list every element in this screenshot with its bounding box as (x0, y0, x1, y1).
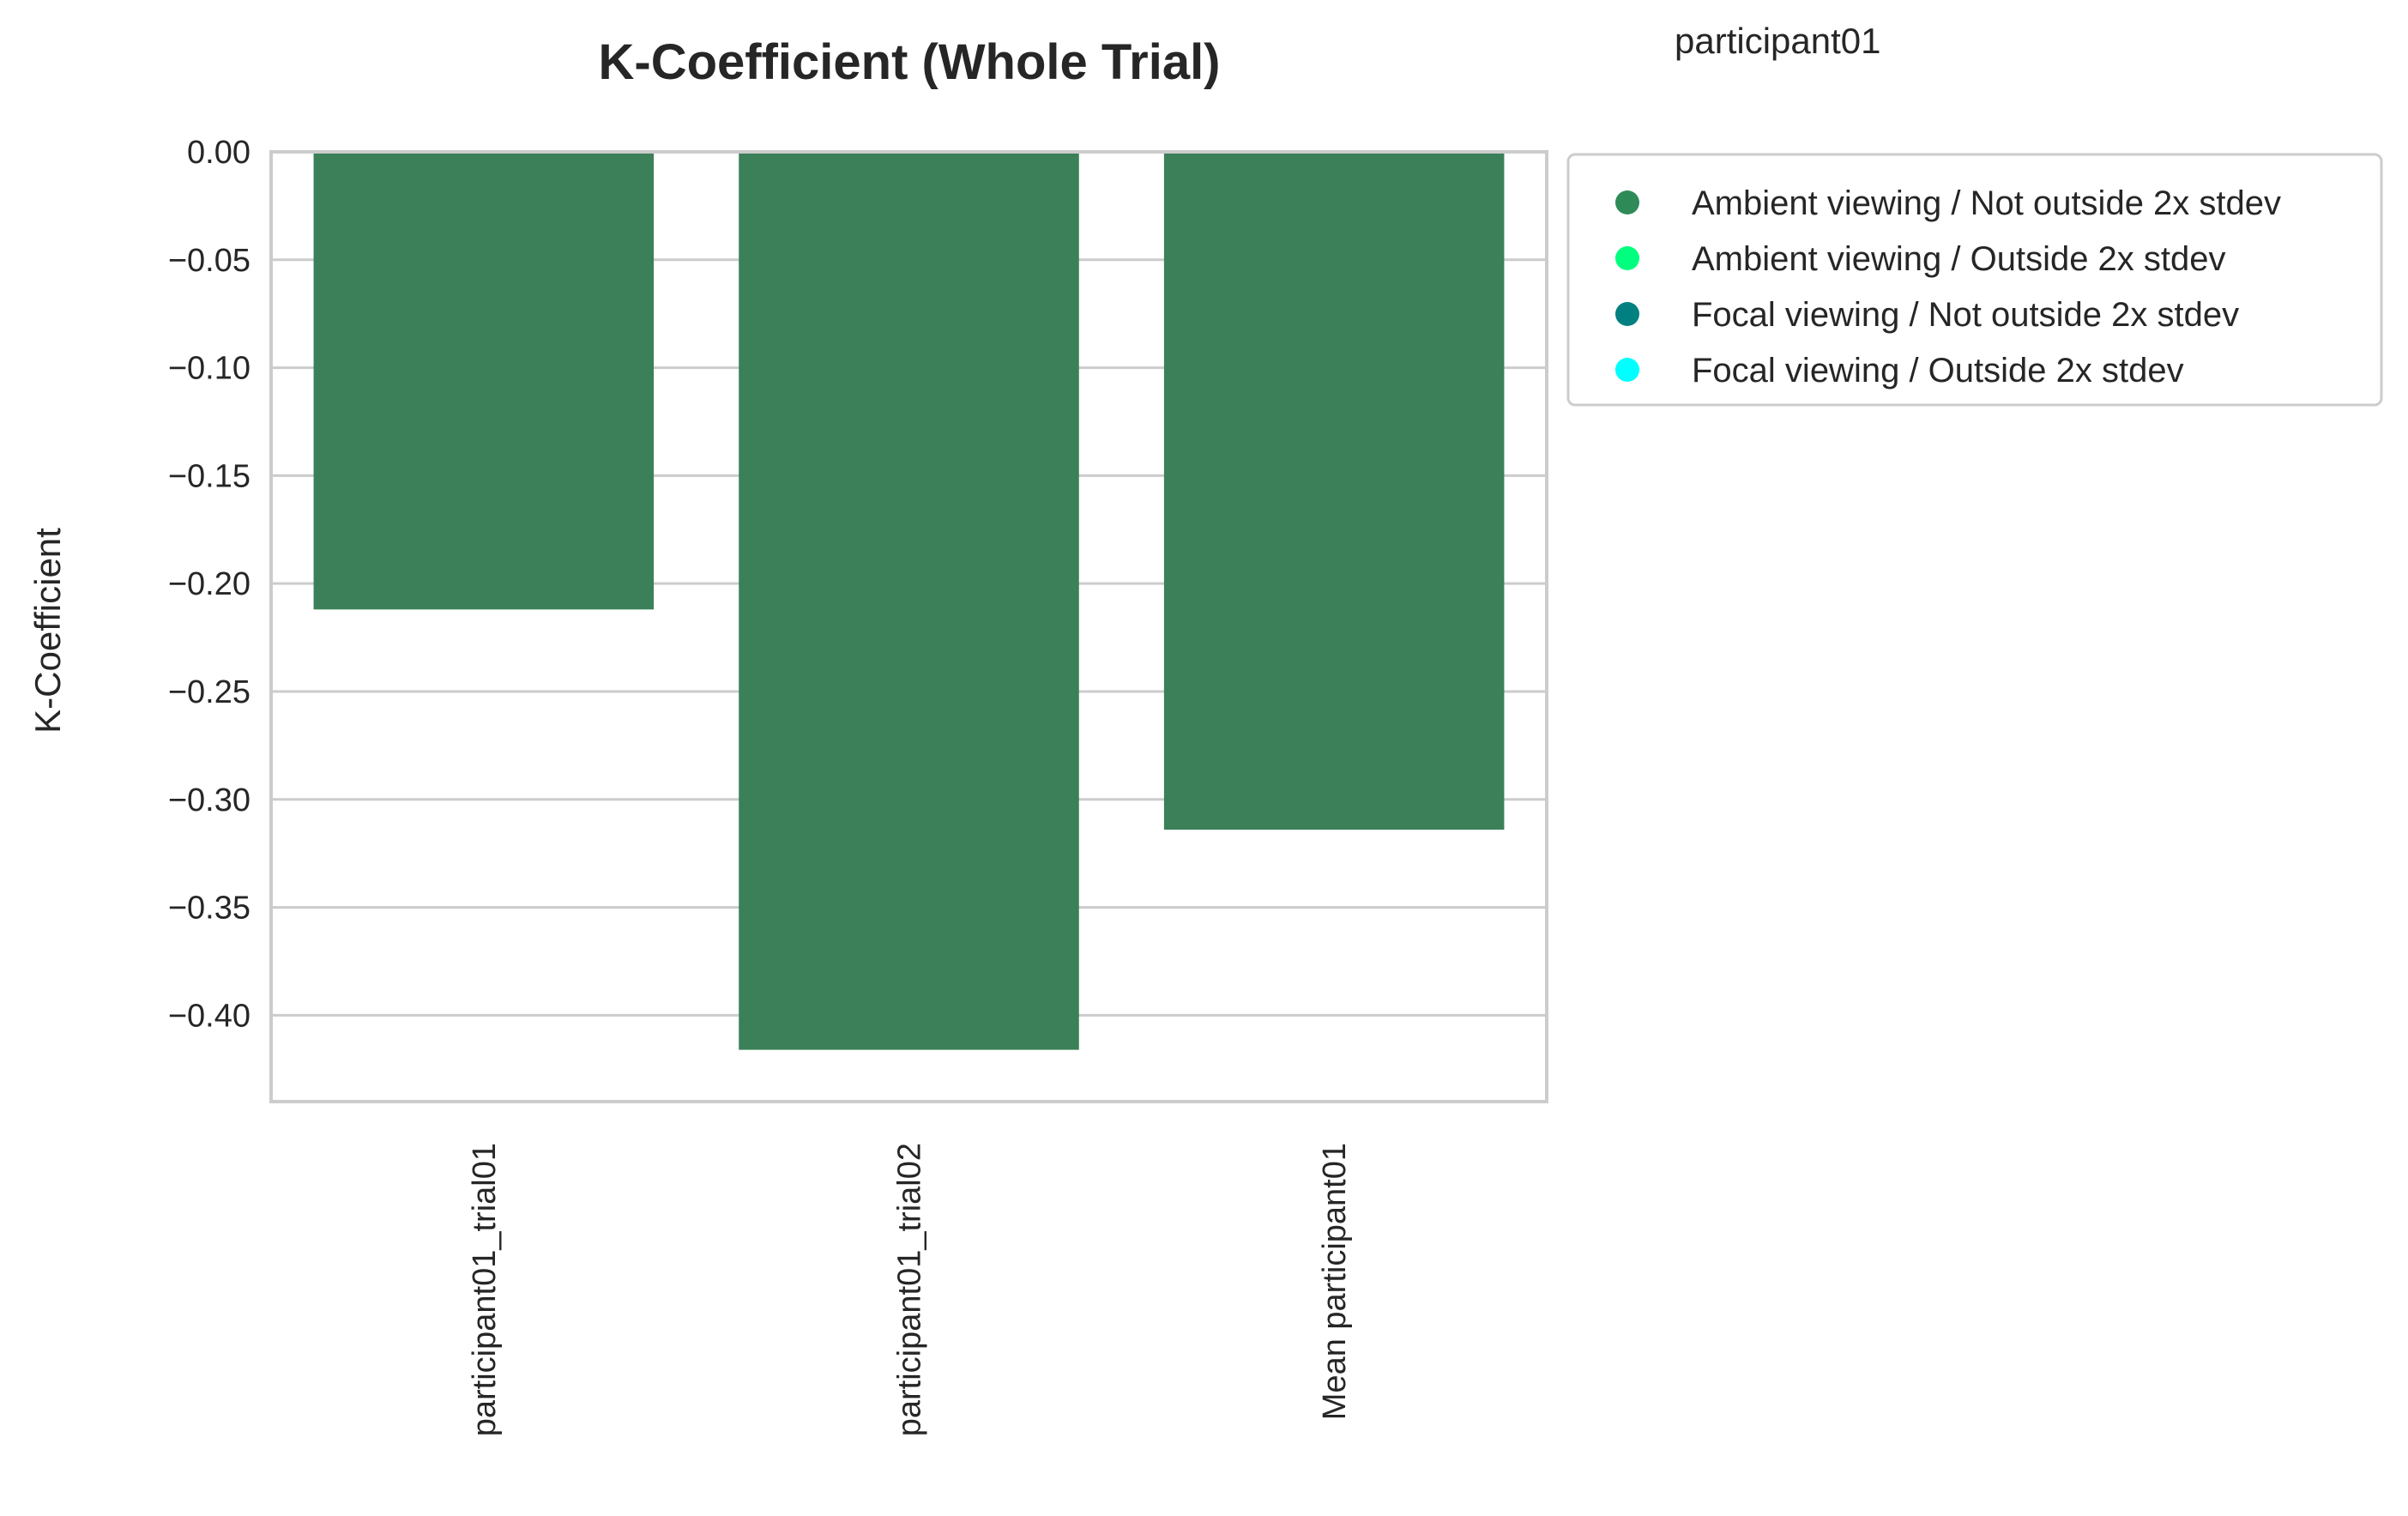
legend-label: Ambient viewing / Not outside 2x stdev (1692, 184, 2281, 222)
legend: Ambient viewing / Not outside 2x stdev Am… (1566, 153, 2383, 407)
bars (313, 152, 1505, 1050)
y-tick-label: −0.15 (168, 458, 250, 494)
y-tick-label: −0.25 (168, 674, 250, 710)
x-tick-label: Mean participant01 (1317, 1143, 1353, 1420)
legend-marker (1615, 302, 1639, 326)
x-tick-label: participant01_trial01 (467, 1143, 503, 1436)
chart-title: K-Coefficient (Whole Trial) (599, 34, 1221, 90)
y-tick-label: −0.10 (168, 351, 250, 387)
y-tick-label: −0.05 (168, 243, 250, 279)
legend-marker (1615, 358, 1639, 382)
y-tick-label: −0.20 (168, 566, 250, 602)
y-tick-label: −0.30 (168, 782, 250, 818)
x-tick-label: participant01_trial02 (892, 1143, 928, 1436)
legend-marker (1615, 190, 1639, 214)
bar (313, 152, 655, 610)
y-tick-label: −0.35 (168, 891, 250, 927)
plot-frame (269, 150, 1548, 1103)
legend-frame (1566, 153, 2383, 407)
legend-label: Focal viewing / Outside 2x stdev (1692, 352, 2184, 390)
legend-label: Ambient viewing / Outside 2x stdev (1692, 240, 2226, 278)
bar (739, 152, 1079, 1050)
y-tick-label: 0.00 (187, 135, 250, 171)
y-axis-label: K-Coefficient (27, 528, 68, 734)
legend-marker (1615, 246, 1639, 270)
chart-subtitle: participant01 (1675, 21, 1881, 61)
x-tick-labels: participant01_trial01 participant01_trial… (467, 1143, 1353, 1436)
bar (1163, 152, 1505, 830)
y-tick-labels: 0.00 −0.05 −0.10 −0.15 −0.20 −0.25 −0.30 −0.35 −… (168, 135, 250, 1034)
legend-label: Focal viewing / Not outside 2x stdev (1692, 296, 2239, 334)
y-tick-label: −0.40 (168, 998, 250, 1034)
